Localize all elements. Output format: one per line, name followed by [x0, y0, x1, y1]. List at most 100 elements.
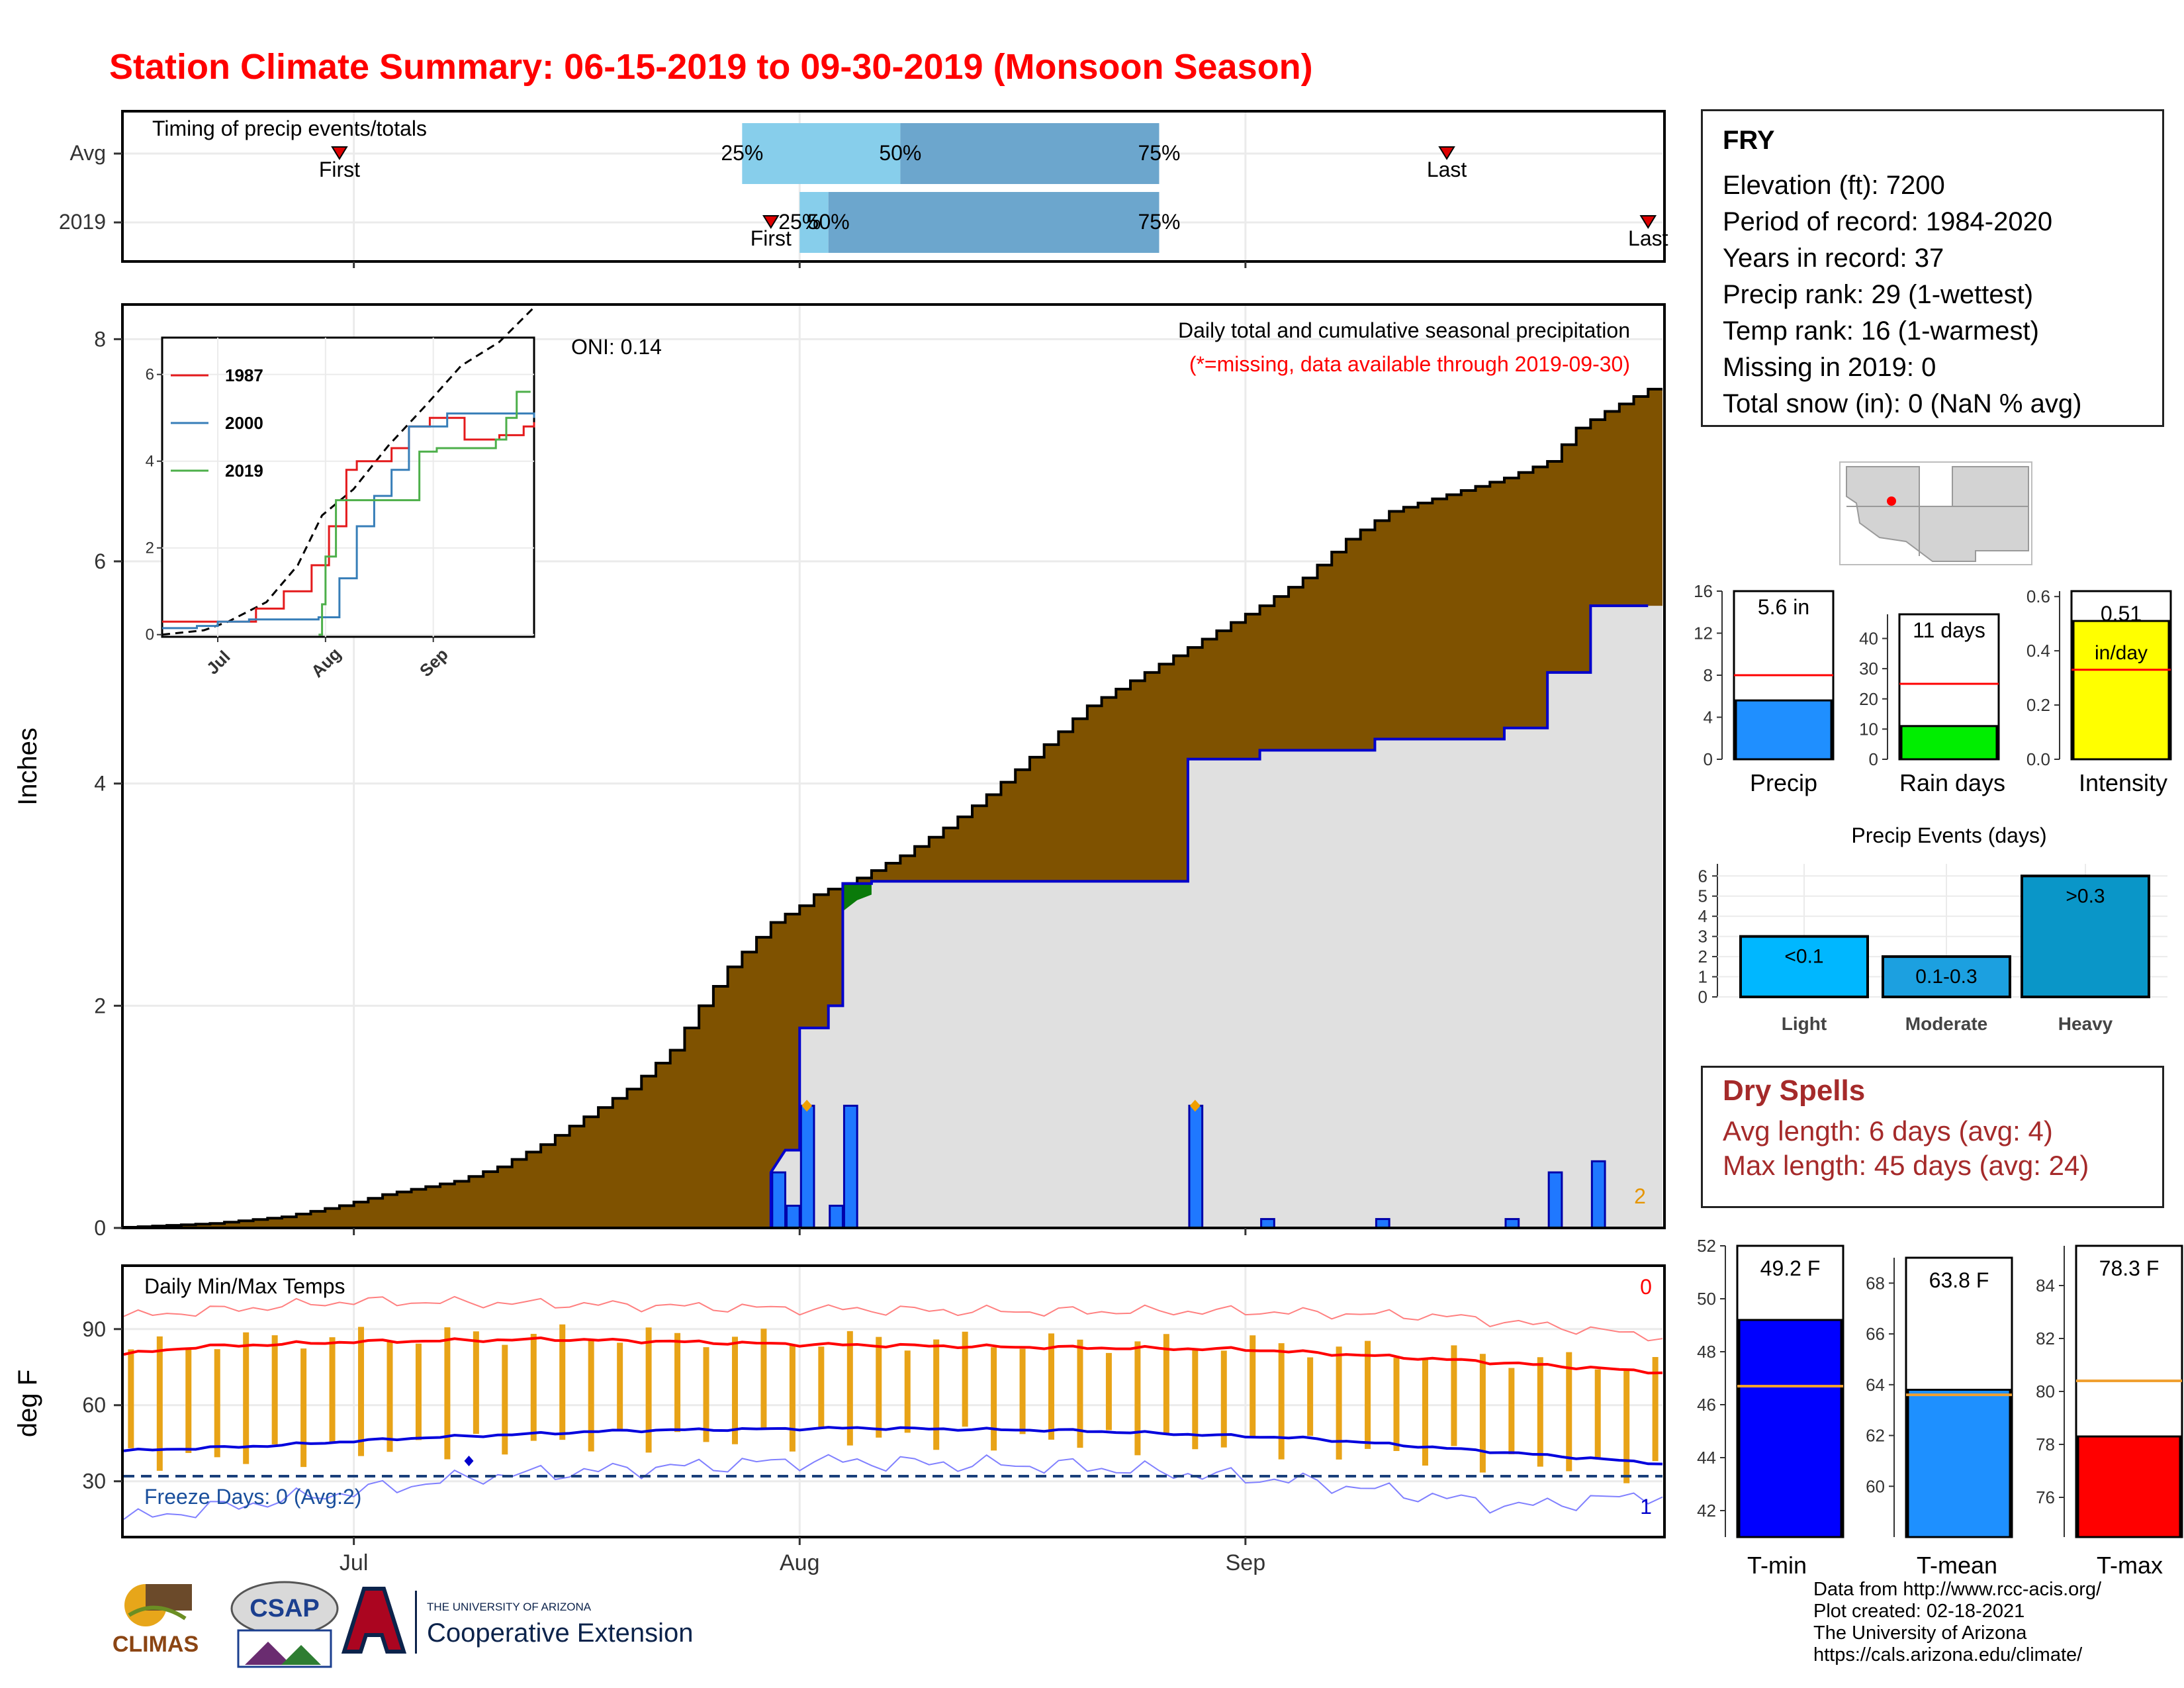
last-event-label: Last: [1628, 226, 1668, 250]
precip-frame-border: [121, 303, 1666, 1229]
daily-precip-bar: [1375, 1218, 1390, 1229]
location-map: [1839, 461, 2032, 565]
last-event-marker: [1438, 146, 1455, 160]
timing-p25-label: 25%: [721, 141, 763, 165]
summary-y-tick-label: 20: [1859, 689, 1878, 709]
temp-bar-value-label: 78.3 F: [2099, 1256, 2160, 1280]
credit-line: Data from http://www.rcc-acis.org/: [1813, 1579, 2102, 1600]
daily-precip-bar: [1547, 1171, 1563, 1229]
summary-y-tick-label: 0.2: [2026, 695, 2050, 715]
hot-days-count: 0: [1640, 1275, 1652, 1299]
timing-bar-25-50: [799, 192, 829, 253]
dry-spells-avg: Avg length: 6 days (avg: 4): [1723, 1115, 2053, 1147]
first-event-marker: [762, 215, 780, 229]
precip-ylabel: Inches: [13, 727, 42, 806]
cold-days-count: 1: [1640, 1495, 1652, 1519]
summary-value-label: 11 days: [1913, 618, 1985, 642]
daily-precip-bar: [1188, 1104, 1204, 1229]
y-tick-label: 0: [94, 1216, 106, 1240]
credit-line: https://cals.arizona.edu/climate/: [1813, 1644, 2083, 1665]
inset-frame: [161, 336, 535, 638]
avg-cumulative-line: [122, 387, 1662, 1229]
timing-label: Timing of precip events/totals: [152, 117, 427, 140]
inset-y-tick-label: 6: [146, 366, 154, 384]
timing-p50-label: 50%: [879, 141, 921, 165]
summary-bar: [1900, 725, 1998, 761]
climas-wordmark: CLIMAS: [113, 1632, 199, 1657]
temp-label: Daily Min/Max Temps: [144, 1274, 345, 1298]
station-years: Years in record: 37: [1723, 244, 1944, 273]
temp-summary-bar: [2077, 1435, 2181, 1538]
last-event-label: Last: [1427, 158, 1467, 181]
climas-logo: CLIMAS: [113, 1584, 199, 1657]
temp-panel: 30 60 90 Daily Min/Max Temps deg F Freeze …: [13, 1264, 1666, 1538]
precip-panel: 0 2 4 6 8 Inches Daily total and cumulative …: [13, 303, 1666, 1240]
inset-y-tick-label: 0: [146, 626, 154, 644]
page-title: Station Climate Summary: 06-15-2019 to 0…: [109, 47, 1313, 87]
summary-y-tick-label: 4: [1704, 708, 1713, 727]
temp-bar-y-tick-label: 50: [1697, 1289, 1716, 1309]
above-average-area: [842, 883, 872, 912]
temp-bar-y-tick-label: 42: [1697, 1501, 1716, 1521]
y-tick-label: 8: [94, 327, 106, 351]
temp-bar-y-tick-label: 84: [2036, 1276, 2055, 1295]
credit-line: The University of Arizona: [1813, 1622, 2027, 1644]
events-title: Precip Events (days): [1851, 823, 2046, 847]
events-y-tick-label: 4: [1698, 906, 1707, 926]
summary-y-tick-label: 10: [1859, 719, 1878, 739]
cumulative-2019-line: [124, 604, 1649, 1229]
x-tick-label: Sep: [1226, 1550, 1266, 1575]
y-tick-label: 4: [94, 772, 106, 796]
summary-y-tick-label: 0.0: [2026, 749, 2050, 769]
precip-note-title: Daily total and cumulative seasonal prec…: [1178, 318, 1630, 342]
temp-bar-y-tick-label: 48: [1697, 1342, 1716, 1362]
summary-y-tick-label: 0.4: [2026, 641, 2050, 661]
daily-precip-bar: [771, 1171, 787, 1229]
event-category-label: Light: [1782, 1013, 1827, 1034]
event-bin-label: <0.1: [1784, 946, 1823, 968]
events-y-tick-label: 5: [1698, 886, 1707, 906]
timing-p75-label: 75%: [1138, 141, 1180, 165]
summary-value-label: 5.6 in: [1758, 595, 1809, 619]
university-of-arizona-logo: THE UNIVERSITY OF ARIZONA Cooperative Ex…: [341, 1587, 693, 1654]
x-tick-label: Jul: [340, 1550, 368, 1575]
timing-panel: Timing of precip events/totals Avg 2019 …: [59, 110, 1668, 268]
summary-y-tick-label: 12: [1694, 624, 1713, 643]
missing-data-marker: [801, 1100, 813, 1112]
events-y-tick-label: 6: [1698, 866, 1707, 886]
temp-bar-y-tick-label: 46: [1697, 1395, 1716, 1415]
logo-strip: CLIMAS CSAP THE UNIVERSITY OF ARIZONA Co…: [113, 1581, 693, 1668]
missing-data-marker: [1189, 1100, 1201, 1112]
temp-bar-y-tick-label: 64: [1866, 1375, 1885, 1395]
y-tick-label: 30: [82, 1470, 106, 1493]
dry-spells-title: Dry Spells: [1723, 1074, 1866, 1107]
event-bar: [2021, 874, 2150, 998]
record-high-line: [123, 1295, 1663, 1342]
daily-precip-bar: [842, 1104, 858, 1229]
inset-legend-label: 2000: [225, 413, 263, 433]
ua-line2: Cooperative Extension: [427, 1618, 693, 1648]
station-snow: Total snow (in): 0 (NaN % avg): [1723, 389, 2082, 418]
first-event-marker: [331, 146, 348, 160]
first-event-label: First: [319, 158, 360, 181]
temp-summary-bar: [1907, 1388, 2011, 1538]
temp-bar-y-tick-label: 66: [1866, 1324, 1885, 1344]
summary-label-precip: Precip: [1750, 769, 1817, 796]
summary-bar: [2072, 620, 2170, 761]
station-period: Period of record: 1984-2020: [1723, 207, 2053, 236]
dry-spells-max: Max length: 45 days (avg: 24): [1723, 1150, 2089, 1181]
temp-bar-y-tick-label: 44: [1697, 1448, 1716, 1468]
oni-label: ONI: 0.14: [571, 335, 662, 359]
station-temp-rank: Temp rank: 16 (1-warmest): [1723, 316, 2039, 346]
inset-series-line: [318, 391, 531, 636]
daily-precip-bar: [1260, 1218, 1275, 1229]
daily-precip-bar: [1590, 1160, 1606, 1229]
timing-bar-50-75: [828, 192, 1160, 253]
x-axis: Jul Aug Sep: [340, 1537, 1265, 1575]
freeze-days-label: Freeze Days: 0 (Avg:2): [144, 1485, 361, 1509]
record-low-line: [123, 1454, 1663, 1520]
station-precip-rank: Precip rank: 29 (1-wettest): [1723, 280, 2034, 309]
